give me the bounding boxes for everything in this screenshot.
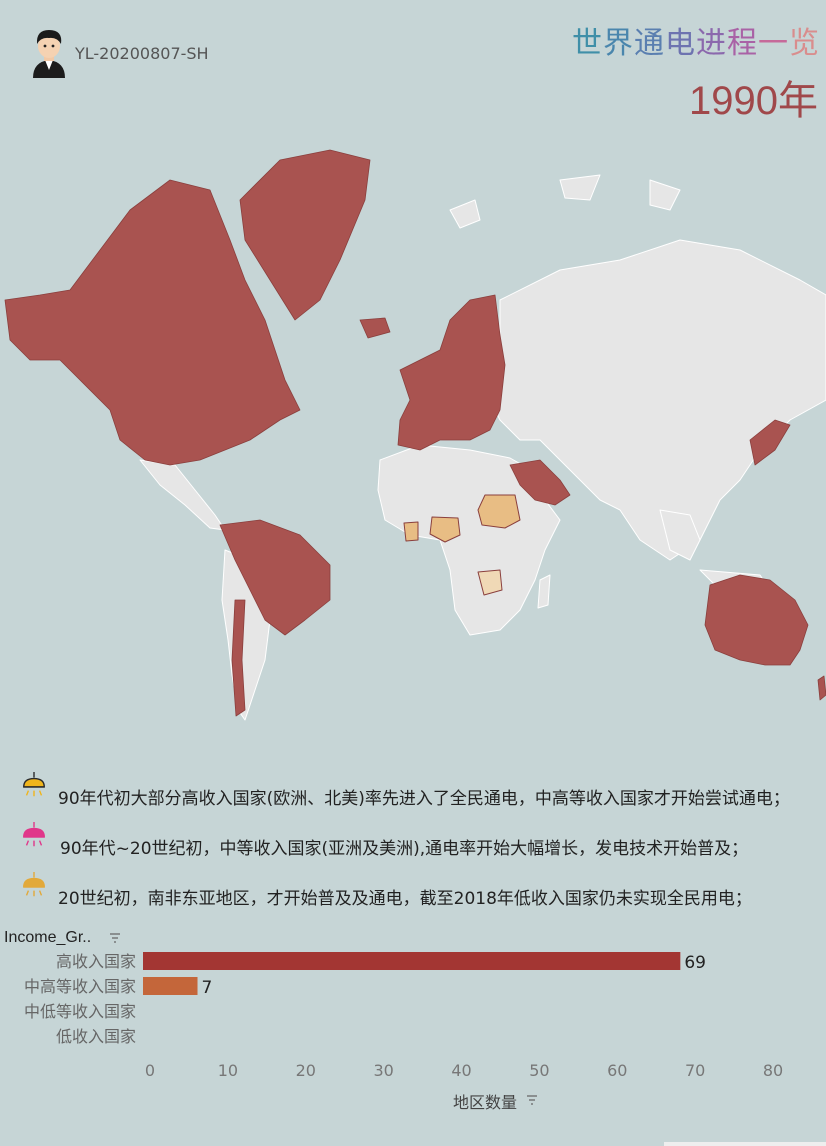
title-char: 览 xyxy=(789,26,820,61)
title-char: 程 xyxy=(727,26,758,61)
map-region-chile xyxy=(231,599,246,717)
x-tick-label: 30 xyxy=(373,1061,393,1080)
title-char: 通 xyxy=(634,26,665,61)
map-region-arabia xyxy=(509,459,571,506)
map-region-ivory-coast xyxy=(403,521,419,542)
sort-icon[interactable] xyxy=(110,933,120,943)
category-header: Income_Gr.. xyxy=(4,929,91,946)
category-label: 高收入国家 xyxy=(56,952,136,971)
title-char: 进 xyxy=(696,26,727,61)
map-region-zambia xyxy=(477,569,503,596)
title-char: 电 xyxy=(665,26,696,61)
map-region-madagascar xyxy=(537,574,551,609)
title-char: 一 xyxy=(758,26,789,61)
map-region-iceland xyxy=(359,317,391,339)
bar[interactable] xyxy=(143,952,681,970)
map-region-greenland xyxy=(239,149,371,321)
bar-value-label: 69 xyxy=(684,953,706,973)
author-id: YL-20200807-SH xyxy=(75,44,209,63)
x-tick-label: 10 xyxy=(218,1061,238,1080)
x-tick-label: 20 xyxy=(296,1061,316,1080)
x-axis-label: 地区数量 xyxy=(453,1093,517,1112)
note-text: 90年代~20世纪初，中等收入国家(亚洲及美洲),通电率开始大幅增长，发电技术开… xyxy=(60,839,749,859)
world-map xyxy=(4,149,826,721)
bar-value-label: 7 xyxy=(202,978,213,998)
map-region-nigeria xyxy=(429,516,461,543)
lamp-icon-pink xyxy=(23,822,45,847)
title-char: 世 xyxy=(572,26,603,61)
bar[interactable] xyxy=(143,977,198,995)
map-region-japan xyxy=(749,419,791,466)
avatar xyxy=(28,26,70,78)
category-label: 中低等收入国家 xyxy=(24,1002,136,1021)
lamp-icon-dark xyxy=(23,772,45,797)
x-tick-label: 0 xyxy=(145,1061,155,1080)
note-text: 90年代初大部分高收入国家(欧洲、北美)率先进入了全民通电，中高等收入国家才开始… xyxy=(58,789,790,809)
map-region-new-zealand xyxy=(817,675,826,701)
footer-divider xyxy=(664,1142,826,1146)
note-text: 20世纪初，南非东亚地区，才开始普及及通电，截至2018年低收入国家仍未实现全民… xyxy=(58,889,752,909)
x-tick-label: 80 xyxy=(763,1061,783,1080)
map-region-sudan xyxy=(477,494,521,529)
x-tick-label: 70 xyxy=(685,1061,705,1080)
title-char: 界 xyxy=(603,26,634,61)
year-display: 1990年 xyxy=(689,79,818,123)
category-label: 低收入国家 xyxy=(56,1027,136,1046)
map-region-europe xyxy=(397,294,506,451)
map-region-australia xyxy=(704,574,809,666)
lamp-icon-gold xyxy=(23,872,45,897)
sort-icon[interactable] xyxy=(527,1095,537,1105)
x-tick-label: 60 xyxy=(607,1061,627,1080)
x-tick-label: 40 xyxy=(451,1061,471,1080)
category-label: 中高等收入国家 xyxy=(24,977,136,996)
map-region-central-america xyxy=(139,459,226,531)
map-region-south-america xyxy=(219,519,331,636)
x-tick-label: 50 xyxy=(529,1061,549,1080)
page-title: 世界通电进程一览 xyxy=(572,18,820,62)
map-region-north-america xyxy=(4,179,301,466)
map-region-arctic-islands xyxy=(449,174,681,229)
